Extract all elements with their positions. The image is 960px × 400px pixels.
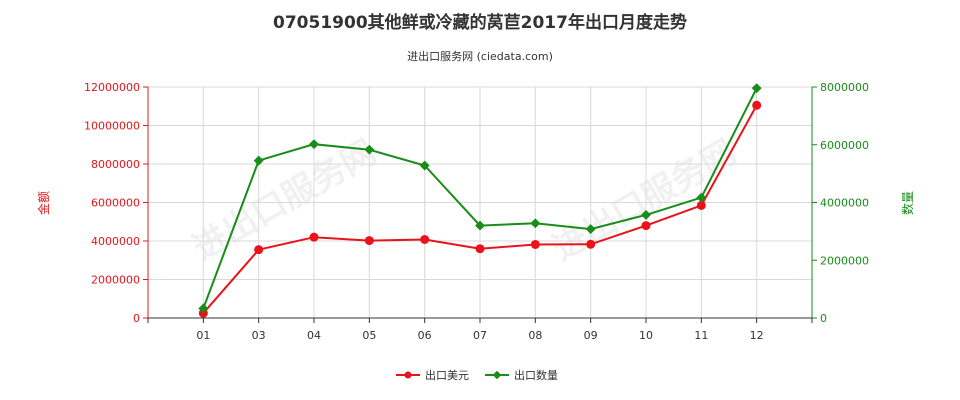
data-point-export-quantity[interactable] xyxy=(475,220,485,231)
x-tick-label-04: 04 xyxy=(307,329,321,342)
data-point-export-quantity[interactable] xyxy=(419,160,430,171)
data-point-export-usd[interactable] xyxy=(364,236,374,246)
data-point-export-usd[interactable] xyxy=(752,100,762,110)
left-tick-label: 10000000 xyxy=(84,120,140,133)
x-tick-label-08: 08 xyxy=(528,329,542,342)
left-tick-label: 0 xyxy=(133,312,140,325)
data-point-export-quantity[interactable] xyxy=(641,209,651,220)
legend-label-export-quantity: 出口数量 xyxy=(514,368,558,382)
left-tick-label: 2000000 xyxy=(91,274,140,287)
data-point-export-quantity[interactable] xyxy=(751,83,762,94)
legend-marker-export-quantity xyxy=(492,370,502,380)
left-tick-label: 6000000 xyxy=(91,197,140,210)
series-layer xyxy=(198,83,762,318)
left-tick-label: 12000000 xyxy=(84,81,140,94)
left-axis-ticks: 0 2000000 4000000 6000000 8000000 10000000 120… xyxy=(84,81,148,325)
data-point-export-quantity[interactable] xyxy=(530,218,541,229)
data-point-export-usd[interactable] xyxy=(530,239,540,249)
grid xyxy=(147,86,813,319)
data-point-export-usd[interactable] xyxy=(420,234,430,244)
data-point-export-quantity[interactable] xyxy=(309,139,319,150)
x-axis-ticks: 01 03 04 05 06 07 08 09 10 11 12 xyxy=(147,318,813,342)
chart-subtitle: 进出口服务网 (ciedata.com) xyxy=(407,49,553,63)
right-axis-label: 数量 xyxy=(900,191,915,215)
x-tick-label-11: 11 xyxy=(694,329,708,342)
right-tick-label: 6000000 xyxy=(820,139,869,152)
data-point-export-usd[interactable] xyxy=(641,221,651,231)
x-tick-label-09: 09 xyxy=(584,329,598,342)
left-tick-label: 4000000 xyxy=(91,235,140,248)
data-point-export-usd[interactable] xyxy=(309,232,319,242)
data-point-export-usd[interactable] xyxy=(696,200,706,210)
x-tick-label-01: 01 xyxy=(196,329,210,342)
left-tick-label: 8000000 xyxy=(91,158,140,171)
x-tick-label-05: 05 xyxy=(362,329,376,342)
legend: 出口美元 出口数量 xyxy=(396,368,558,382)
data-point-export-usd[interactable] xyxy=(586,239,596,249)
legend-item-export-usd[interactable]: 出口美元 xyxy=(396,368,469,382)
data-point-export-quantity[interactable] xyxy=(253,155,264,166)
right-tick-label: 2000000 xyxy=(820,254,869,267)
chart-title: 07051900其他鲜或冷藏的莴苣2017年出口月度走势 xyxy=(273,12,687,33)
data-point-export-quantity[interactable] xyxy=(198,303,209,314)
watermark-layer: 进出口服务网 进出口服务网 xyxy=(186,132,743,269)
data-point-export-quantity[interactable] xyxy=(585,224,596,235)
right-tick-label: 8000000 xyxy=(820,81,869,94)
watermark-1: 进出口服务网 xyxy=(546,132,743,269)
legend-marker-export-usd xyxy=(404,371,412,379)
x-tick-label-10: 10 xyxy=(639,329,653,342)
data-point-export-quantity[interactable] xyxy=(364,144,375,155)
data-point-export-quantity[interactable] xyxy=(696,192,707,203)
left-axis-label: 金额 xyxy=(36,191,51,215)
legend-item-export-quantity[interactable]: 出口数量 xyxy=(485,368,558,382)
data-point-export-usd[interactable] xyxy=(475,244,485,254)
right-tick-label: 0 xyxy=(820,312,827,325)
x-tick-label-03: 03 xyxy=(252,329,266,342)
x-tick-label-06: 06 xyxy=(418,329,432,342)
legend-label-export-usd: 出口美元 xyxy=(425,368,469,382)
x-tick-label-07: 07 xyxy=(473,329,487,342)
x-tick-label-12: 12 xyxy=(750,329,764,342)
right-axis-ticks: 0 2000000 4000000 6000000 8000000 xyxy=(812,81,869,325)
right-tick-label: 4000000 xyxy=(820,197,869,210)
data-point-export-usd[interactable] xyxy=(254,245,264,255)
